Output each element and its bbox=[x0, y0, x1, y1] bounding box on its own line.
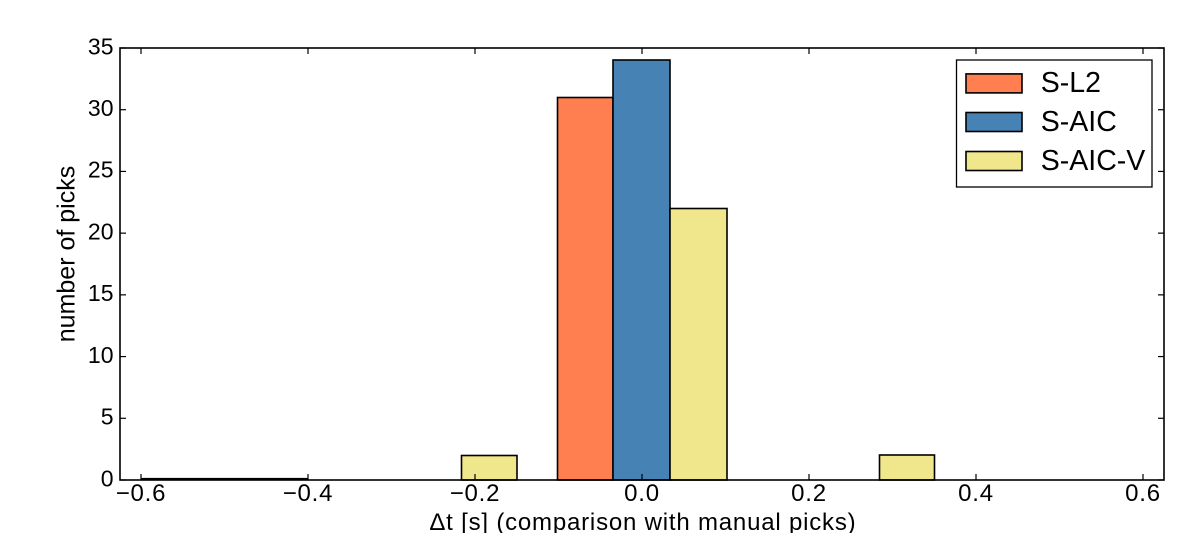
svg-text:0.6: 0.6 bbox=[1125, 480, 1161, 507]
svg-text:S-L2: S-L2 bbox=[1041, 67, 1101, 99]
svg-text:25: 25 bbox=[88, 157, 114, 183]
svg-text:−0.2: −0.2 bbox=[450, 480, 501, 507]
svg-text:15: 15 bbox=[88, 280, 114, 306]
svg-text:0.2: 0.2 bbox=[791, 480, 827, 507]
svg-text:S-AIC: S-AIC bbox=[1041, 106, 1117, 138]
svg-text:Δt [s] (comparison with manual: Δt [s] (comparison with manual picks) bbox=[429, 509, 856, 533]
svg-text:0: 0 bbox=[101, 465, 114, 491]
svg-text:S-AIC-V: S-AIC-V bbox=[1041, 145, 1146, 177]
svg-text:−0.6: −0.6 bbox=[116, 480, 167, 507]
svg-text:35: 35 bbox=[88, 33, 114, 59]
svg-text:10: 10 bbox=[88, 342, 114, 368]
svg-text:number of picks: number of picks bbox=[53, 166, 81, 342]
svg-text:0.0: 0.0 bbox=[624, 480, 660, 507]
svg-text:5: 5 bbox=[101, 404, 114, 430]
svg-text:−0.4: −0.4 bbox=[283, 480, 334, 507]
svg-text:20: 20 bbox=[88, 218, 114, 244]
svg-text:0.4: 0.4 bbox=[958, 480, 994, 507]
svg-text:30: 30 bbox=[88, 95, 114, 121]
